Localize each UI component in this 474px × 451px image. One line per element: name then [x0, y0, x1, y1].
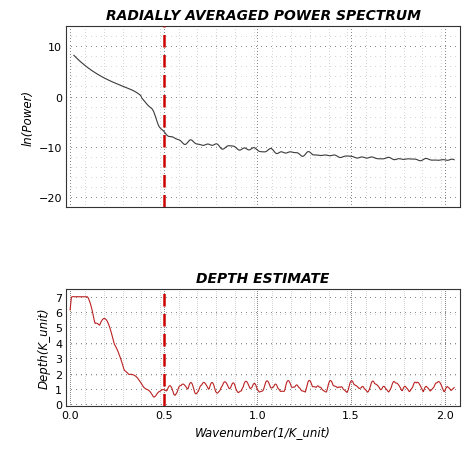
Y-axis label: Depth(K_unit): Depth(K_unit)	[38, 307, 51, 388]
Title: DEPTH ESTIMATE: DEPTH ESTIMATE	[196, 272, 330, 285]
Y-axis label: ln(Power): ln(Power)	[21, 89, 35, 145]
X-axis label: Wavenumber(1/K_unit): Wavenumber(1/K_unit)	[195, 426, 331, 438]
Title: RADIALLY AVERAGED POWER SPECTRUM: RADIALLY AVERAGED POWER SPECTRUM	[106, 9, 420, 23]
